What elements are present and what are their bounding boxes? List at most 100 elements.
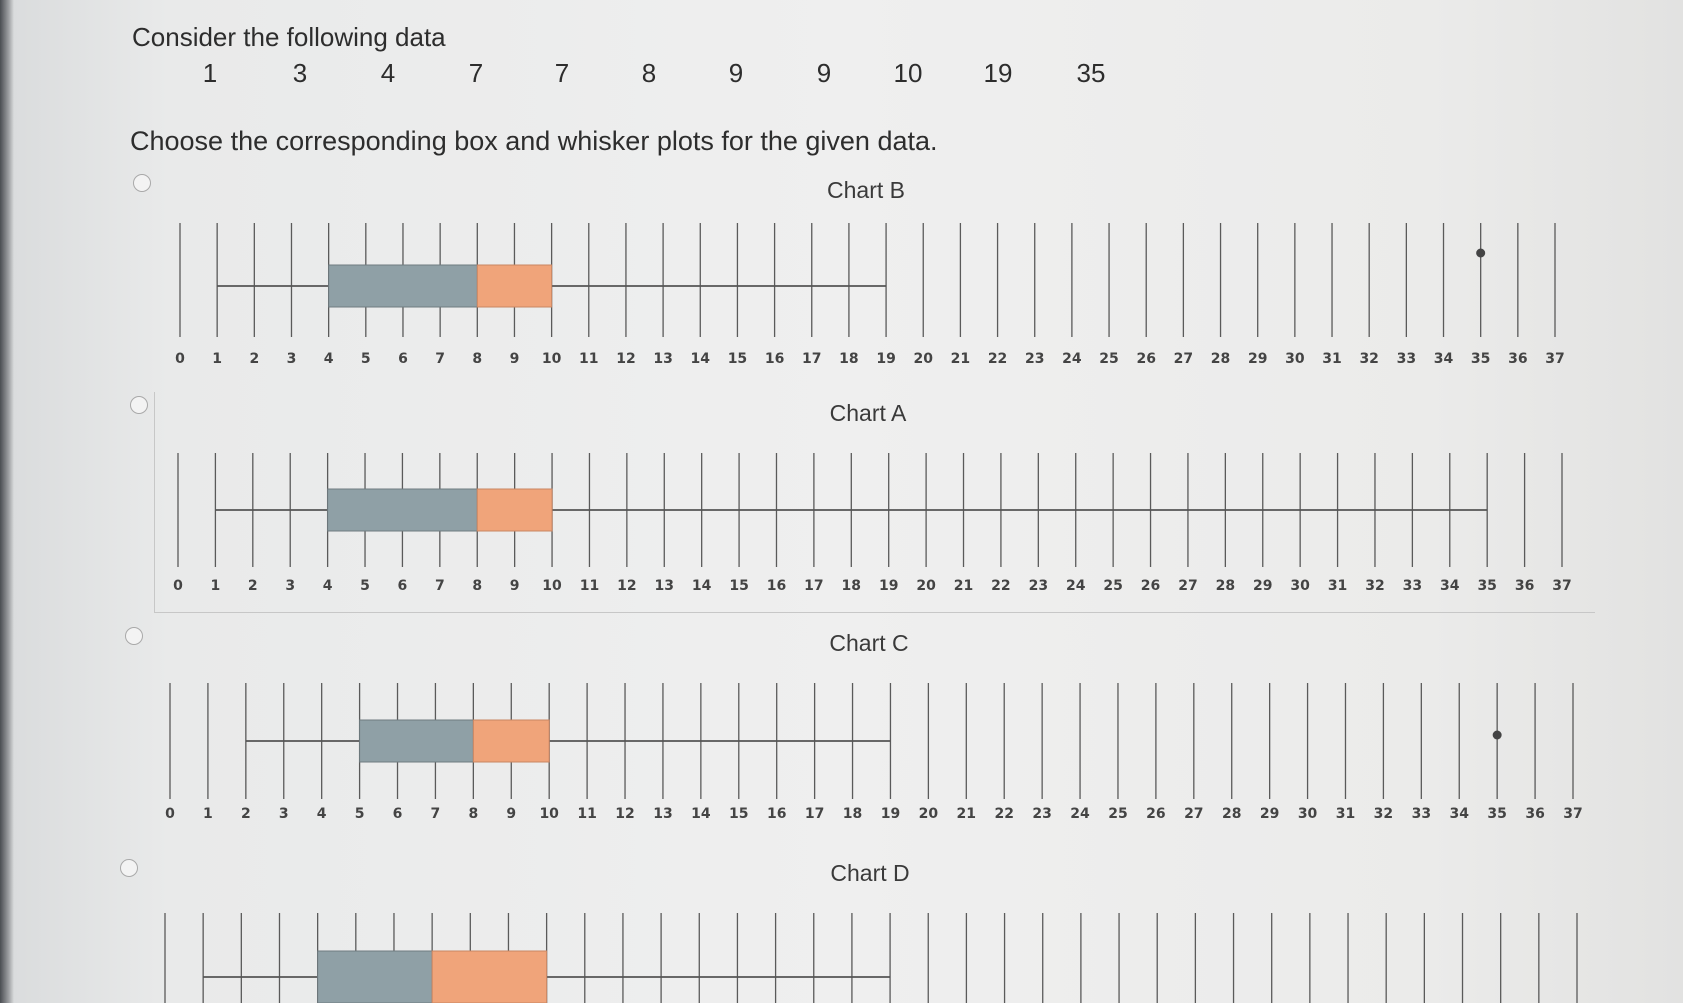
tick-label: 23: [1025, 351, 1044, 367]
data-value: 9: [728, 58, 744, 88]
tick-label: 23: [1032, 806, 1051, 822]
data-value: 4: [380, 58, 396, 88]
tick-label: 20: [916, 578, 936, 594]
chart-a-title: Chart A: [829, 400, 907, 426]
tick-label: 32: [1359, 351, 1378, 367]
tick-label: 2: [249, 351, 259, 367]
tick-label: 29: [1260, 806, 1279, 822]
tick-label: 35: [1471, 351, 1490, 367]
tick-label: 31: [1322, 351, 1341, 367]
tick-label: 1: [211, 578, 221, 594]
chart-b-plot: 0 1 2 3 4 5 6 7 8 9 10 11 12 13 14 15 16 17 18 19 20 21 22 23 24…: [175, 223, 1565, 367]
tick-label: 2: [241, 806, 251, 822]
data-value: 7: [554, 58, 570, 88]
tick-label: 9: [510, 578, 520, 594]
tick-label: 4: [323, 578, 333, 594]
tick-label: 7: [431, 806, 441, 822]
tick-label: 12: [615, 806, 634, 822]
box-upper-half: [476, 488, 553, 532]
tick-label: 5: [360, 578, 370, 594]
tick-label: 16: [767, 578, 786, 594]
option-d-radio[interactable]: [120, 859, 138, 877]
tick-label: 4: [324, 351, 334, 367]
data-value: 7: [468, 58, 484, 88]
tick-label: 22: [994, 806, 1013, 822]
tick-label: 0: [173, 578, 183, 594]
box-lower-half: [327, 488, 478, 532]
tick-label: 30: [1290, 578, 1310, 594]
tick-label: 3: [279, 806, 289, 822]
tick-label: 37: [1552, 578, 1571, 594]
tick-label: 37: [1545, 351, 1564, 367]
tick-label: 24: [1062, 351, 1082, 367]
tick-label: 3: [285, 578, 295, 594]
tick-label: 28: [1222, 806, 1241, 822]
chart-d-plot: [164, 913, 1578, 1003]
box-upper-half: [431, 950, 548, 1003]
tick-label: 0: [175, 351, 185, 367]
question-text: Choose the corresponding box and whisker…: [130, 126, 938, 156]
tick-label: 25: [1099, 351, 1118, 367]
tick-label: 27: [1174, 351, 1193, 367]
data-value: 35: [1076, 58, 1106, 88]
outlier-point: [1492, 730, 1502, 740]
tick-label: 34: [1440, 578, 1460, 594]
tick-label: 18: [839, 351, 858, 367]
tick-label: 26: [1136, 351, 1155, 367]
outlier-point: [1476, 248, 1486, 258]
tick-label: 35: [1487, 806, 1506, 822]
tick-label: 16: [765, 351, 784, 367]
option-b-radio[interactable]: [133, 174, 151, 192]
data-prompt: Consider the following data: [132, 22, 446, 52]
option-a-radio[interactable]: [130, 396, 148, 414]
tick-label: 27: [1184, 806, 1203, 822]
tick-label: 1: [212, 351, 222, 367]
tick-label: 6: [398, 351, 408, 367]
tick-label: 31: [1328, 578, 1347, 594]
tick-label: 22: [991, 578, 1010, 594]
tick-label: 10: [539, 806, 559, 822]
tick-label: 21: [957, 806, 976, 822]
tick-label: 36: [1515, 578, 1534, 594]
tick-label: 11: [579, 351, 598, 367]
tick-label: 8: [472, 351, 482, 367]
tick-label: 33: [1412, 806, 1431, 822]
tick-label: 4: [317, 806, 327, 822]
box-lower-half: [359, 719, 474, 763]
tick-label: 14: [691, 351, 711, 367]
box-lower-half: [317, 950, 433, 1003]
tick-label: 18: [842, 578, 861, 594]
tick-label: 21: [954, 578, 973, 594]
option-c-radio[interactable]: [125, 627, 143, 645]
tick-label: 5: [361, 351, 371, 367]
tick-label: 33: [1397, 351, 1416, 367]
tick-label: 3: [287, 351, 297, 367]
data-values-row: 1 3 4 7 7 8 9 9 10 19 35: [190, 58, 1120, 92]
tick-label: 11: [580, 578, 599, 594]
tick-label: 27: [1178, 578, 1197, 594]
tick-label: 15: [729, 578, 748, 594]
tick-label: 21: [951, 351, 970, 367]
box-upper-half: [472, 719, 550, 763]
tick-label: 14: [691, 806, 711, 822]
tick-label: 25: [1103, 578, 1122, 594]
tick-label: 19: [876, 351, 895, 367]
box-upper-half: [476, 264, 553, 308]
tick-label: 7: [435, 351, 445, 367]
tick-label: 35: [1477, 578, 1496, 594]
tick-label: 9: [510, 351, 520, 367]
tick-label: 24: [1070, 806, 1090, 822]
tick-label: 17: [804, 578, 823, 594]
tick-label: 11: [577, 806, 596, 822]
chart-d-title: Chart D: [830, 860, 910, 886]
tick-label: 15: [729, 806, 748, 822]
tick-label: 34: [1450, 806, 1470, 822]
tick-label: 5: [355, 806, 365, 822]
tick-label: 15: [728, 351, 747, 367]
screen-edge: [0, 0, 14, 1003]
tick-label: 31: [1336, 806, 1355, 822]
tick-label: 32: [1365, 578, 1384, 594]
tick-label: 29: [1248, 351, 1267, 367]
tick-label: 18: [843, 806, 862, 822]
tick-label: 13: [653, 806, 672, 822]
